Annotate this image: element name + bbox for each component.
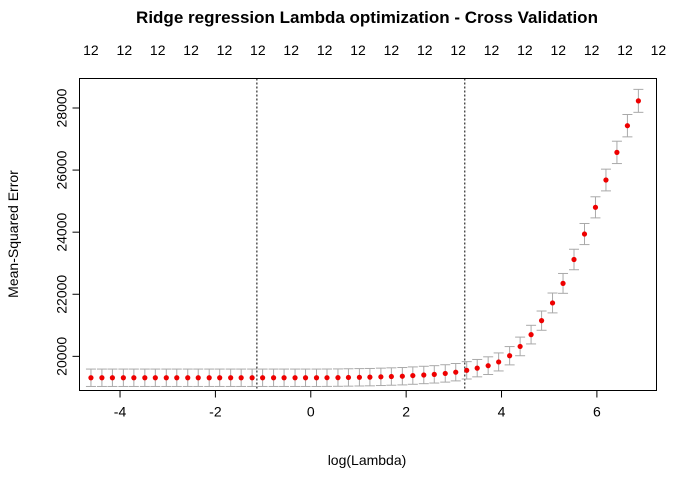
x-tick-label: 4 bbox=[498, 404, 506, 420]
y-tick-label: 26000 bbox=[54, 150, 70, 189]
data-point bbox=[388, 373, 394, 380]
data-point bbox=[335, 375, 341, 381]
data-point bbox=[292, 375, 298, 381]
data-point bbox=[560, 280, 566, 286]
top-label: 12 bbox=[217, 42, 233, 58]
data-point bbox=[431, 371, 437, 377]
data-point bbox=[356, 374, 363, 380]
top-axis-labels: 12 12 12 12 12 12 12 12 12 12 12 12 12 12 12 12 12 12 bbox=[83, 42, 666, 58]
data-point bbox=[324, 375, 330, 381]
data-point bbox=[592, 204, 599, 210]
data-point bbox=[99, 375, 105, 381]
data-point bbox=[228, 375, 234, 381]
top-label: 12 bbox=[417, 42, 433, 58]
y-axis-label: Mean-Squared Error bbox=[5, 170, 21, 298]
data-point bbox=[217, 375, 223, 381]
data-point bbox=[120, 375, 126, 381]
data-point bbox=[88, 375, 94, 381]
top-label: 12 bbox=[283, 42, 299, 58]
y-axis: 20000 22000 24000 26000 28000 bbox=[54, 88, 80, 376]
y-tick-label: 24000 bbox=[54, 212, 70, 251]
x-tick-label: -4 bbox=[114, 404, 127, 420]
data-point bbox=[421, 372, 427, 378]
top-label: 12 bbox=[617, 42, 633, 58]
data-point bbox=[206, 375, 212, 381]
data-point bbox=[528, 332, 534, 338]
data-point bbox=[345, 374, 352, 381]
top-label: 12 bbox=[250, 42, 266, 58]
plot-frame bbox=[79, 78, 657, 391]
top-label: 12 bbox=[317, 42, 333, 58]
reference-lines bbox=[256, 78, 466, 391]
top-label: 12 bbox=[384, 42, 400, 58]
top-label: 12 bbox=[83, 42, 99, 58]
data-point bbox=[614, 149, 620, 155]
data-point bbox=[517, 343, 523, 350]
x-tick-label: 0 bbox=[307, 404, 315, 420]
data-point bbox=[174, 375, 180, 381]
data-point bbox=[442, 370, 448, 377]
data-point bbox=[131, 375, 137, 381]
x-tick-label: -2 bbox=[209, 404, 222, 420]
data-point bbox=[367, 374, 373, 380]
chart-title: Ridge regression Lambda optimization - C… bbox=[136, 8, 598, 27]
top-label: 12 bbox=[651, 42, 667, 58]
x-axis-label: log(Lambda) bbox=[328, 452, 407, 468]
error-bars bbox=[85, 88, 644, 387]
data-point bbox=[109, 375, 116, 381]
data-point bbox=[496, 359, 502, 365]
x-tick-label: 6 bbox=[593, 404, 601, 420]
x-tick-label: 2 bbox=[402, 404, 410, 420]
top-label: 12 bbox=[484, 42, 500, 58]
top-label: 12 bbox=[183, 42, 199, 58]
y-tick-label: 22000 bbox=[54, 275, 70, 314]
top-label: 12 bbox=[584, 42, 600, 58]
data-point bbox=[399, 373, 405, 379]
data-point bbox=[410, 372, 416, 379]
data-point bbox=[464, 367, 470, 373]
top-label: 12 bbox=[350, 42, 366, 58]
x-axis: -4 -2 0 2 4 6 bbox=[114, 390, 601, 420]
data-point bbox=[581, 231, 588, 237]
data-point bbox=[270, 375, 277, 381]
data-point bbox=[281, 375, 287, 381]
data-point bbox=[603, 177, 609, 183]
data-point bbox=[152, 375, 158, 381]
data-point bbox=[453, 369, 459, 375]
data-point bbox=[163, 375, 169, 381]
data-point bbox=[474, 365, 480, 371]
data-point bbox=[549, 300, 556, 306]
data-point bbox=[302, 375, 309, 381]
data-point bbox=[185, 375, 191, 381]
top-label: 12 bbox=[117, 42, 133, 58]
data-point bbox=[195, 375, 201, 381]
data-point bbox=[485, 363, 491, 369]
data-point bbox=[313, 375, 320, 381]
top-label: 12 bbox=[450, 42, 466, 58]
y-tick-label: 20000 bbox=[54, 337, 70, 376]
data-point bbox=[260, 375, 266, 381]
y-tick-label: 28000 bbox=[54, 88, 70, 127]
data-point bbox=[378, 374, 384, 380]
data-point bbox=[249, 375, 255, 381]
data-point bbox=[538, 318, 545, 324]
top-label: 12 bbox=[517, 42, 533, 58]
data-point bbox=[571, 256, 577, 263]
data-point bbox=[142, 375, 148, 381]
data-point bbox=[624, 123, 631, 129]
data-point bbox=[635, 98, 641, 104]
data-points bbox=[88, 98, 641, 381]
data-point bbox=[238, 375, 244, 381]
top-label: 12 bbox=[550, 42, 566, 58]
top-label: 12 bbox=[150, 42, 166, 58]
data-point bbox=[507, 353, 513, 359]
